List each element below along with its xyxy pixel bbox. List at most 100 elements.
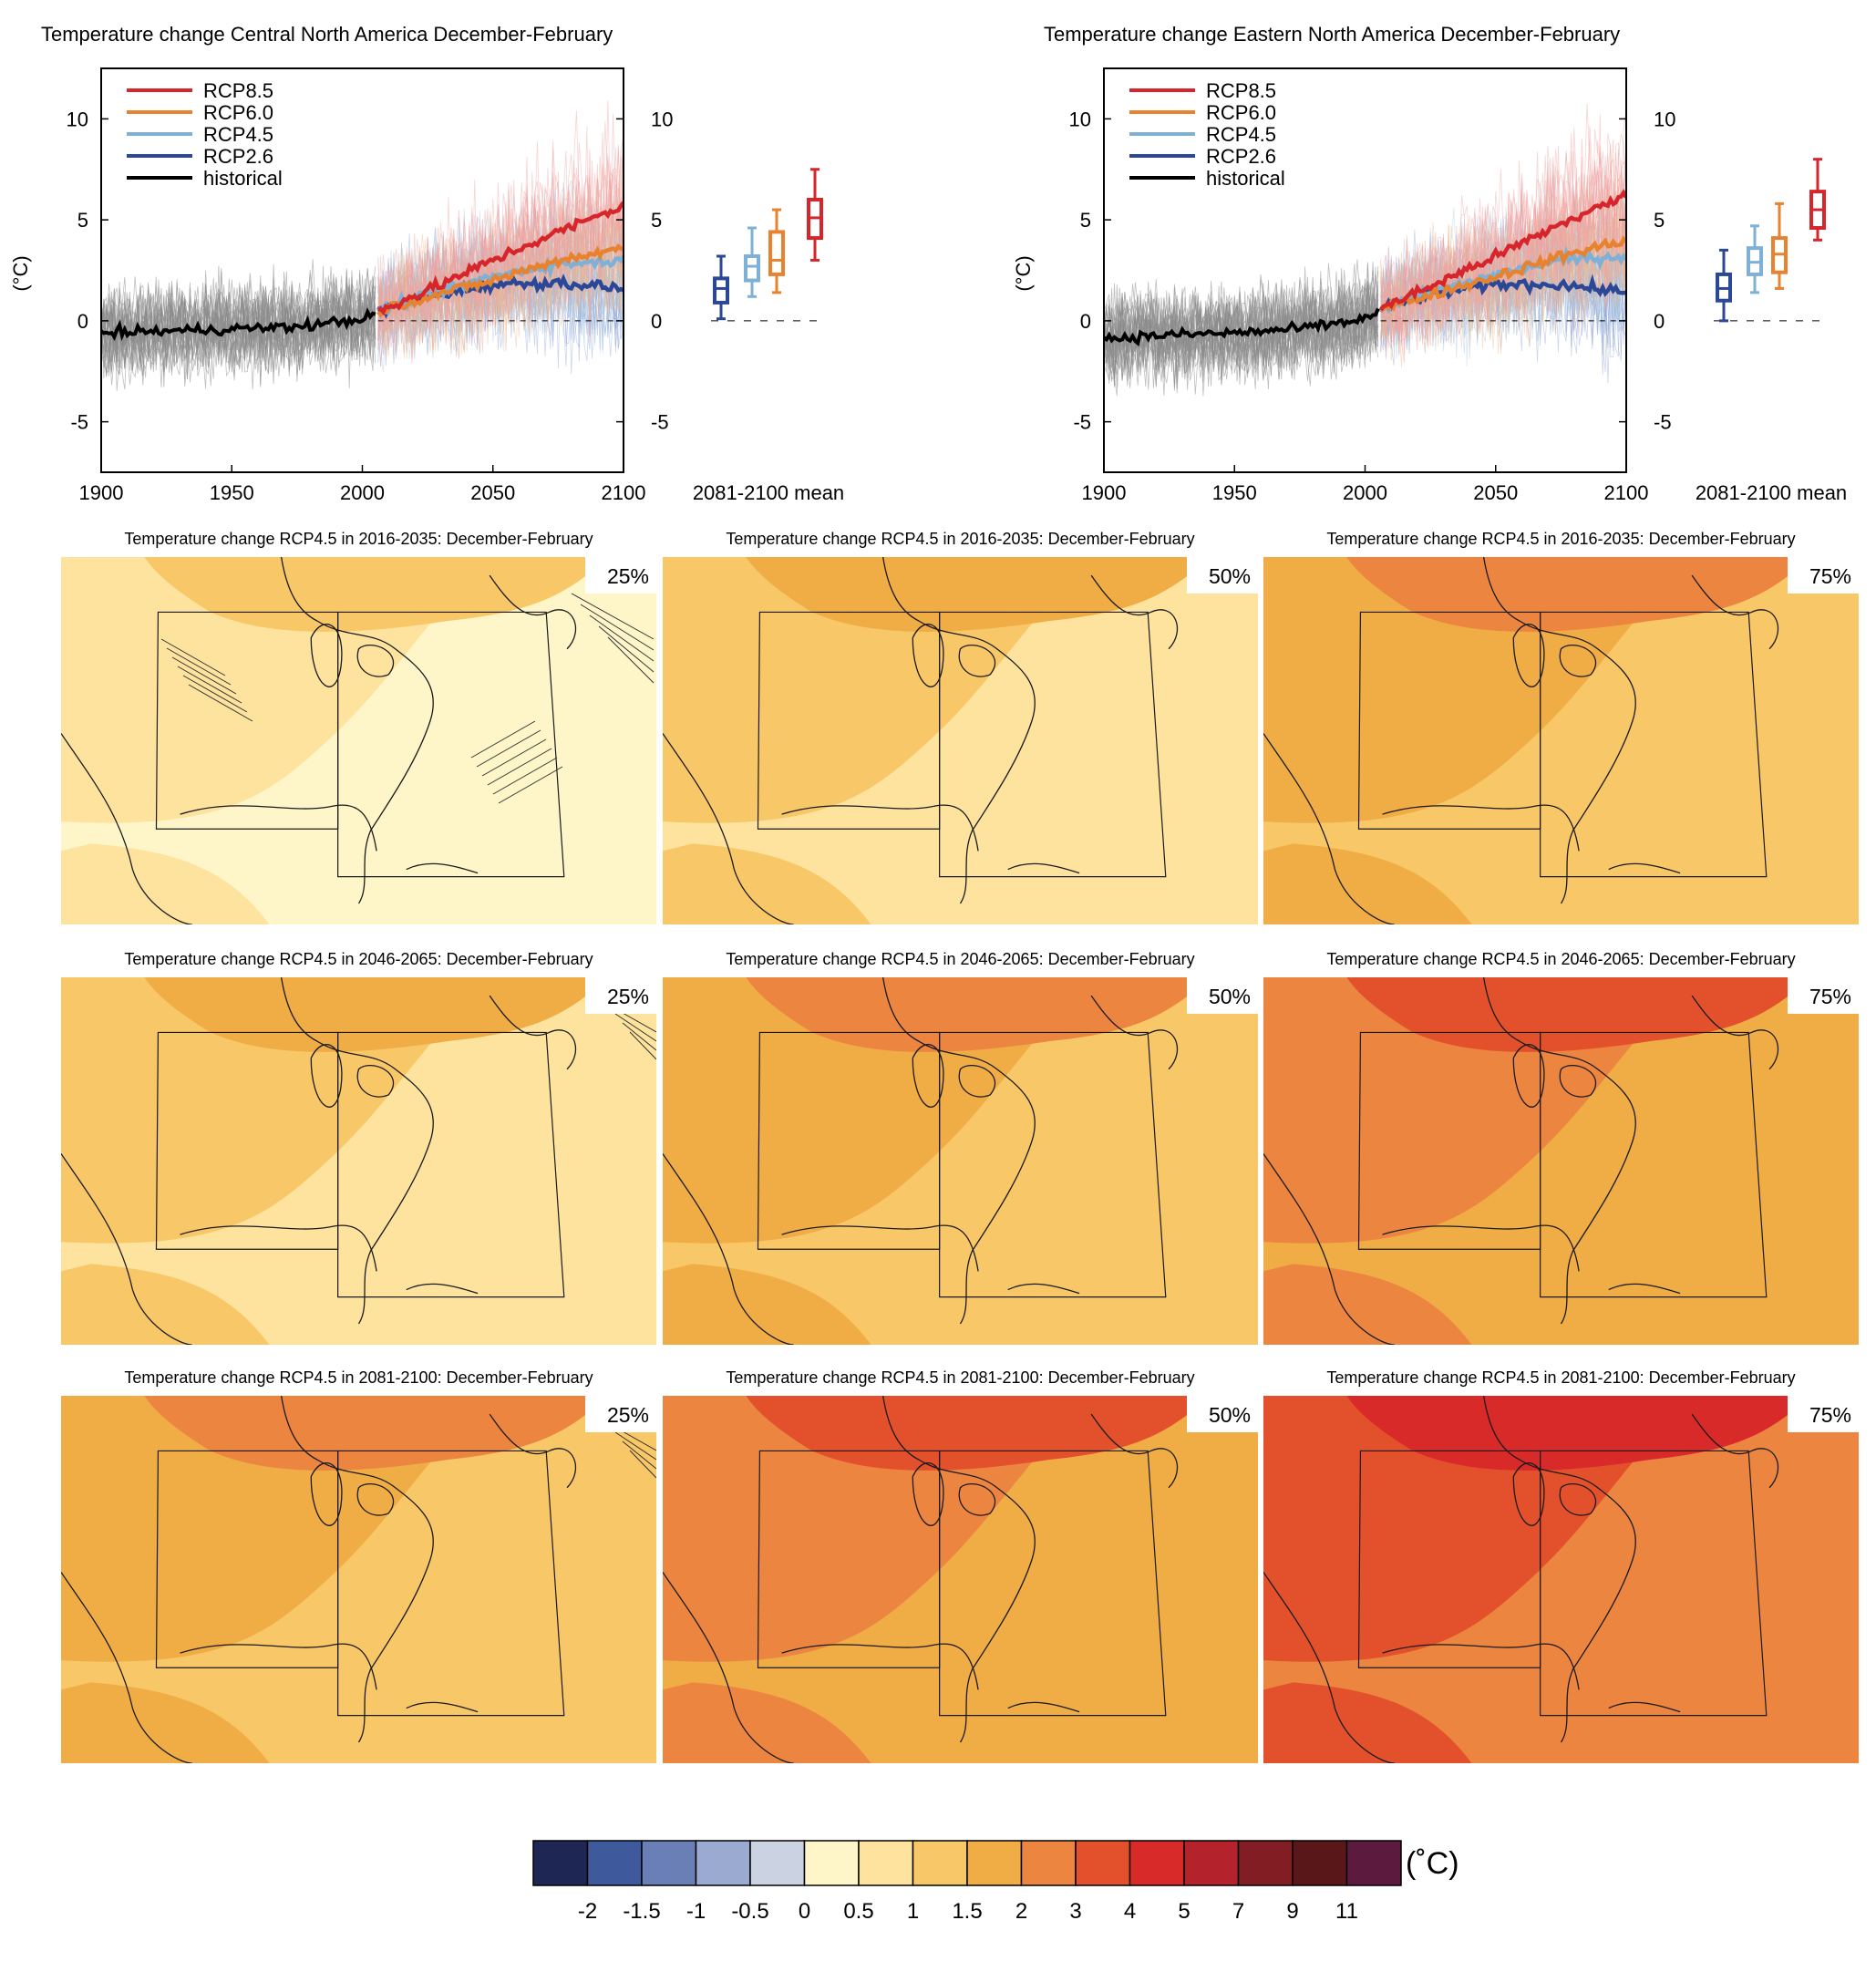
coastline [1007, 1283, 1080, 1295]
colorbar-swatch [1345, 1840, 1402, 1886]
colorbar-swatch [1075, 1840, 1131, 1886]
map-band-south [61, 1264, 270, 1345]
map-band-south [663, 1682, 871, 1763]
map-panel: Temperature change RCP4.5 in 2081-2100: … [663, 1368, 1258, 1763]
legend-label: RCP4.5 [1206, 123, 1276, 146]
colorbar-swatch [803, 1840, 860, 1886]
ts-boxplots [1714, 158, 1828, 323]
coastline [489, 1413, 577, 1489]
y-tick-label: 10 [67, 108, 88, 130]
map-band-south [1263, 1264, 1472, 1345]
map-band-high [746, 1396, 1211, 1471]
mean-line-RCP8.5 [377, 201, 624, 316]
map-fill [663, 1396, 1258, 1763]
ts-series-clipped [101, 100, 624, 391]
coastline [1691, 1413, 1779, 1489]
coastline [881, 1396, 1036, 1743]
map-title: Temperature change RCP4.5 in 2046-2065: … [124, 950, 593, 968]
percentile-label: 25% [607, 564, 649, 588]
hatch [481, 738, 547, 777]
map-fill [1263, 977, 1859, 1345]
coastline [61, 1572, 192, 1763]
ensemble-member-RCP4.5 [377, 214, 624, 362]
coastline [1007, 862, 1080, 874]
coastline [61, 733, 192, 924]
coastline [881, 557, 1036, 904]
coastline [1482, 1396, 1636, 1743]
coastline [356, 645, 395, 677]
coastline [663, 1572, 794, 1763]
percentile-box [1788, 557, 1859, 594]
coastline [1382, 1643, 1580, 1690]
y-tick-label-right: 0 [651, 310, 662, 333]
ts-axes: 1900 1950 2000 2050 2100 -5 -5 0 0 5 5 10 10 [1069, 108, 1676, 504]
ensemble-member-RCP4.5 [1380, 201, 1626, 358]
map-band-high [746, 557, 1211, 632]
ensemble-member-RCP4.5 [1380, 185, 1626, 359]
legend-label: historical [1206, 167, 1285, 190]
boxplot-label: 2081-2100 mean [1696, 481, 1847, 504]
ensemble-member-RCP6.0 [377, 199, 624, 359]
colorbar-swatch [966, 1840, 1023, 1886]
y-tick-label: 0 [77, 310, 88, 333]
ensemble-member-RCP8.5 [1380, 145, 1626, 346]
hatch [571, 593, 655, 640]
hatch [589, 614, 655, 662]
coastline [1512, 1462, 1545, 1526]
coastline [310, 1462, 343, 1526]
colorbar-label: -1.5 [623, 1899, 660, 1924]
ensemble-member-RCP6.0 [1380, 187, 1626, 347]
box-iqr-RCP4.5 [744, 253, 760, 283]
mean-line-RCP4.5 [376, 253, 624, 320]
map-title: Temperature change RCP4.5 in 2046-2065: … [1326, 950, 1795, 968]
ensemble-member-RCP6.0 [377, 187, 624, 359]
map-band-south [663, 843, 871, 924]
y-tick-label: -5 [1073, 411, 1091, 434]
ensemble-member-RCP4.5 [1380, 181, 1626, 344]
region-box-eastern [1540, 611, 1768, 878]
ensemble-member-RCP6.0 [1380, 171, 1626, 335]
coastline [912, 624, 944, 687]
ensemble-member-RCP8.5 [377, 110, 624, 350]
region-box-eastern [337, 1031, 565, 1298]
map-band-high [1346, 977, 1811, 1052]
box-iqr-RCP6.0 [768, 230, 785, 276]
percentile-label: 75% [1809, 564, 1851, 588]
map-title: Temperature change RCP4.5 in 2016-2035: … [124, 530, 593, 548]
coastline [958, 645, 996, 677]
coastline [1512, 624, 1545, 687]
coastline [280, 1396, 434, 1743]
ensemble-member-RCP8.5 [1380, 146, 1626, 356]
hatch [166, 647, 232, 686]
map-fill [61, 1396, 656, 1763]
ensemble-member-RCP4.5 [1380, 167, 1626, 359]
ensemble-member-RCP6.0 [377, 212, 624, 355]
coastline [1263, 1572, 1395, 1763]
legend-label: RCP6.0 [203, 101, 273, 124]
coastline [1608, 1701, 1681, 1713]
hatch [492, 757, 558, 795]
map-fill [1263, 1396, 1859, 1763]
colorbar-label: 11 [1335, 1899, 1358, 1924]
ensemble-member-RCP6.0 [377, 192, 624, 360]
hatch [171, 656, 237, 695]
coastline [781, 804, 979, 852]
hatch [476, 729, 541, 768]
colorbar-swatch [641, 1840, 697, 1886]
coastline [406, 862, 479, 874]
ensemble-member-RCP6.0 [377, 179, 624, 335]
map-grid: Temperature change RCP4.5 in 2016-2035: … [61, 530, 1859, 1763]
map-title: Temperature change RCP4.5 in 2081-2100: … [124, 1368, 593, 1387]
percentile-label: 75% [1809, 985, 1851, 1008]
coastline [489, 574, 577, 650]
x-tick-label: 2000 [340, 481, 385, 504]
ts-series-clipped [1104, 103, 1626, 397]
map-fill [61, 557, 656, 924]
colorbar-label: 5 [1178, 1899, 1190, 1924]
ensemble-member-RCP2.6 [1380, 222, 1626, 373]
coastline [1090, 574, 1179, 650]
map-title: Temperature change RCP4.5 in 2046-2065: … [726, 950, 1194, 968]
mean-line-RCP8.5 [1378, 189, 1626, 312]
hatch [629, 1031, 656, 1060]
y-tick-label-right: 10 [651, 108, 673, 130]
